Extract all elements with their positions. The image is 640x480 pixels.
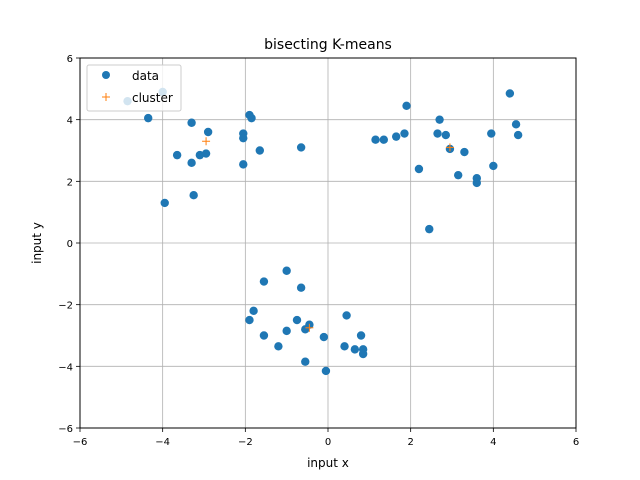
x-tick-label: 2 <box>407 437 413 448</box>
data-point <box>379 135 388 144</box>
x-tick-label: −6 <box>73 437 88 448</box>
data-point <box>356 331 366 340</box>
data-point <box>342 311 351 320</box>
data-point <box>296 283 306 292</box>
x-tick-label: 0 <box>325 437 331 448</box>
y-tick-label: −4 <box>58 362 73 373</box>
data-points <box>123 87 523 376</box>
data-point <box>414 164 424 174</box>
data-point <box>259 331 269 340</box>
data-point <box>371 135 380 144</box>
cluster-center-marker <box>202 137 211 146</box>
data-point <box>301 357 310 366</box>
data-point <box>511 120 521 129</box>
data-point <box>392 132 401 141</box>
y-tick-label: 0 <box>67 239 73 250</box>
data-point <box>292 315 302 325</box>
data-point <box>460 147 469 157</box>
data-point <box>441 130 450 140</box>
data-point <box>249 306 258 316</box>
legend-box <box>86 64 182 112</box>
data-point <box>402 101 411 110</box>
data-point <box>201 149 211 158</box>
data-point <box>282 326 291 336</box>
legend: data cluster <box>86 64 182 112</box>
data-point <box>472 178 481 188</box>
cluster-center-marker <box>305 323 314 332</box>
axis-ticks: −6 −4 −2 0 2 4 6 −6 −4 −2 0 2 4 6 <box>58 54 579 448</box>
data-point <box>189 191 198 200</box>
data-point <box>513 130 523 140</box>
x-tick-label: 6 <box>573 437 579 448</box>
y-tick-label: 4 <box>67 116 73 127</box>
data-point <box>144 113 153 123</box>
data-point <box>505 89 515 98</box>
x-axis-label: input x <box>307 456 349 470</box>
data-point <box>282 266 291 275</box>
data-point <box>274 342 283 351</box>
legend-marker-data <box>102 71 110 79</box>
data-point <box>400 129 409 138</box>
y-tick-label: −2 <box>58 301 73 312</box>
data-point <box>487 129 496 138</box>
y-tick-label: 2 <box>67 177 73 188</box>
legend-label-cluster: cluster <box>132 91 173 105</box>
x-tick-label: −2 <box>238 437 253 448</box>
data-point <box>239 133 248 143</box>
chart-title: bisecting K-means <box>264 37 392 53</box>
data-point <box>259 277 269 286</box>
data-point <box>245 315 254 325</box>
data-point <box>454 170 463 180</box>
data-point <box>187 118 196 127</box>
x-tick-label: 4 <box>490 437 496 448</box>
data-point <box>160 198 169 208</box>
data-point <box>340 342 349 351</box>
legend-marker-cluster <box>102 93 110 101</box>
x-tick-label: −4 <box>155 437 170 448</box>
data-point <box>172 150 182 160</box>
data-point <box>435 115 444 124</box>
data-point <box>247 113 256 123</box>
data-point <box>321 366 331 376</box>
y-tick-label: 6 <box>67 54 73 65</box>
cluster-center-marker <box>445 143 454 152</box>
data-point <box>296 143 306 152</box>
data-point <box>489 161 498 171</box>
data-point <box>350 345 360 354</box>
data-point <box>239 160 248 169</box>
data-point <box>425 224 434 234</box>
y-axis-label: input y <box>30 222 44 264</box>
data-point <box>358 349 368 359</box>
y-tick-label: −6 <box>58 424 73 435</box>
data-point <box>319 332 329 342</box>
data-point <box>255 146 264 155</box>
legend-label-data: data <box>132 69 159 83</box>
data-point <box>187 158 196 168</box>
data-point <box>203 127 213 137</box>
data-point <box>433 129 442 138</box>
